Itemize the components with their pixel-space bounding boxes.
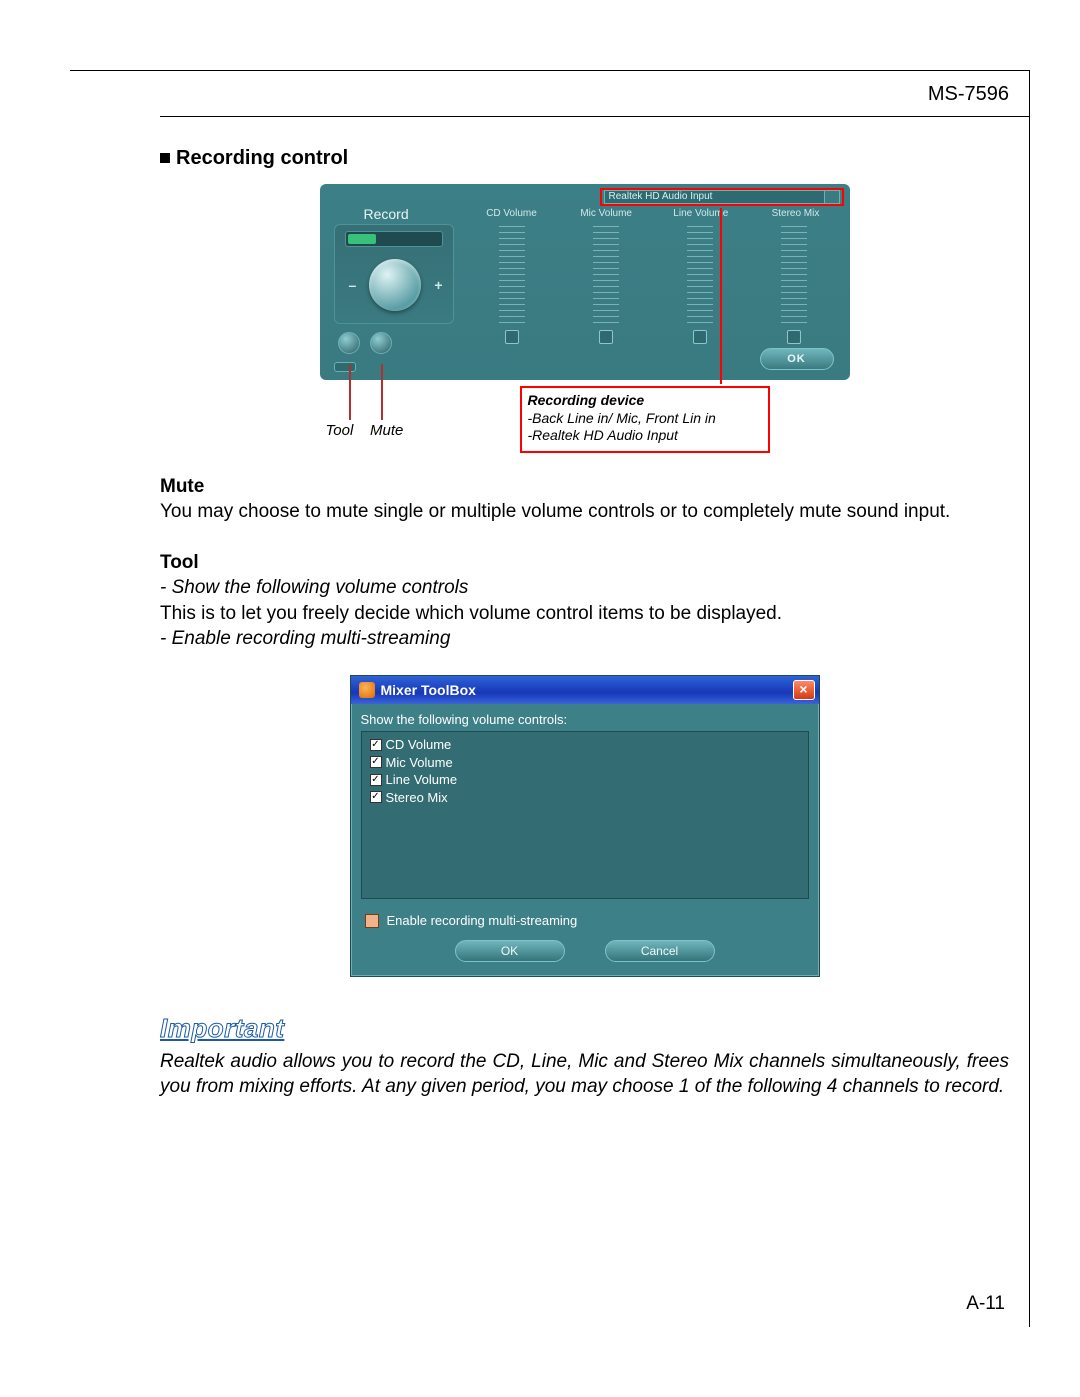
- mixer-titlebar: Mixer ToolBox ×: [351, 676, 819, 704]
- tool-paragraph-1: This is to let you freely decide which v…: [160, 602, 1009, 626]
- important-body: Realtek audio allows you to record the C…: [160, 1050, 1009, 1099]
- close-button[interactable]: ×: [793, 680, 815, 700]
- mute-mic[interactable]: [564, 330, 648, 347]
- checkbox-icon: ✓: [370, 739, 382, 751]
- page-frame: MS-7596 Recording control Realtek HD Aud…: [70, 70, 1030, 1327]
- tool-icon[interactable]: [338, 332, 360, 354]
- mixer-cancel-button[interactable]: Cancel: [605, 940, 715, 962]
- device-callout-line2: -Realtek HD Audio Input: [528, 427, 762, 445]
- plus-icon[interactable]: +: [434, 277, 442, 293]
- meter-cd[interactable]: [470, 226, 554, 324]
- mute-cd[interactable]: [470, 330, 554, 347]
- highlight-device-select: [600, 188, 844, 206]
- record-level-bar[interactable]: [345, 231, 443, 247]
- mixer-label: Show the following volume controls:: [361, 712, 809, 727]
- checkbox-icon: ✓: [370, 756, 382, 768]
- mute-icon[interactable]: [370, 332, 392, 354]
- record-label: Record: [364, 206, 409, 222]
- important-heading: Important: [160, 1013, 1009, 1044]
- recording-device-callout: Recording device -Back Line in/ Mic, Fro…: [520, 386, 770, 453]
- pointer-tool: [349, 364, 351, 420]
- bullet-icon: [160, 153, 170, 163]
- checkbox-icon: ✓: [370, 791, 382, 803]
- tool-item-1: - Show the following volume controls: [160, 576, 1009, 600]
- mute-paragraph: You may choose to mute single or multipl…: [160, 500, 1009, 524]
- meter-mic[interactable]: [564, 226, 648, 324]
- pointer-labels: Tool Mute: [326, 422, 404, 439]
- mixer-ok-button[interactable]: OK: [455, 940, 565, 962]
- minus-icon[interactable]: –: [349, 277, 357, 293]
- callout-device-line: [720, 208, 722, 384]
- opt-stereo[interactable]: ✓Stereo Mix: [370, 789, 800, 807]
- meter-stereo[interactable]: [752, 226, 836, 324]
- ptr-mute-label: Mute: [370, 422, 403, 439]
- col-cd: CD Volume: [470, 208, 554, 219]
- meter-line[interactable]: [658, 226, 742, 324]
- section-title-text: Recording control: [176, 147, 348, 169]
- tool-item-2: - Enable recording multi-streaming: [160, 627, 1009, 651]
- checkbox-icon: ✓: [370, 774, 382, 786]
- mute-checkbox-row: [470, 330, 836, 347]
- mixer-dialog: Mixer ToolBox × Show the following volum…: [350, 675, 820, 977]
- opt-line[interactable]: ✓Line Volume: [370, 771, 800, 789]
- page-number: A-11: [966, 1293, 1005, 1315]
- pointer-mute: [381, 364, 383, 420]
- mute-heading: Mute: [160, 476, 1009, 498]
- recording-screenshot: Realtek HD Audio Input Record CD Volume …: [320, 184, 850, 380]
- enable-multistream-label: Enable recording multi-streaming: [387, 913, 578, 928]
- volume-meters: [470, 226, 836, 324]
- col-line: Line Volume: [659, 208, 743, 219]
- callout-pointers: Tool Mute Recording device -Back Line in…: [320, 388, 850, 448]
- opt-mic[interactable]: ✓Mic Volume: [370, 754, 800, 772]
- record-knob[interactable]: [369, 259, 421, 311]
- mute-stereo[interactable]: [752, 330, 836, 347]
- mixer-toolbox-screenshot: Mixer ToolBox × Show the following volum…: [350, 675, 820, 977]
- enable-multistream-row[interactable]: Enable recording multi-streaming: [365, 913, 809, 928]
- mixer-listbox: ✓CD Volume ✓Mic Volume ✓Line Volume ✓Ste…: [361, 731, 809, 899]
- section-title: Recording control: [160, 147, 1009, 170]
- opt-cd[interactable]: ✓CD Volume: [370, 736, 800, 754]
- mixer-app-icon: [359, 682, 375, 698]
- page-header: MS-7596: [160, 71, 1029, 117]
- page-content: Recording control Realtek HD Audio Input…: [70, 117, 1029, 1099]
- mixer-title: Mixer ToolBox: [381, 682, 476, 698]
- volume-column-headers: CD Volume Mic Volume Line Volume Stereo …: [470, 208, 838, 219]
- wrench-icon[interactable]: [334, 362, 356, 372]
- checkbox-icon: [365, 914, 379, 928]
- mute-line[interactable]: [658, 330, 742, 347]
- col-stereo: Stereo Mix: [753, 208, 837, 219]
- tool-heading: Tool: [160, 552, 1009, 574]
- mixer-body: Show the following volume controls: ✓CD …: [351, 704, 819, 976]
- mixer-button-row: OK Cancel: [361, 940, 809, 962]
- ptr-tool-label: Tool: [326, 422, 354, 439]
- record-knob-area: – +: [334, 224, 454, 324]
- recording-panel: Realtek HD Audio Input Record CD Volume …: [320, 184, 850, 380]
- device-callout-line1: -Back Line in/ Mic, Front Lin in: [528, 410, 762, 428]
- col-mic: Mic Volume: [564, 208, 648, 219]
- ok-button[interactable]: OK: [760, 348, 834, 370]
- device-callout-heading: Recording device: [528, 392, 762, 410]
